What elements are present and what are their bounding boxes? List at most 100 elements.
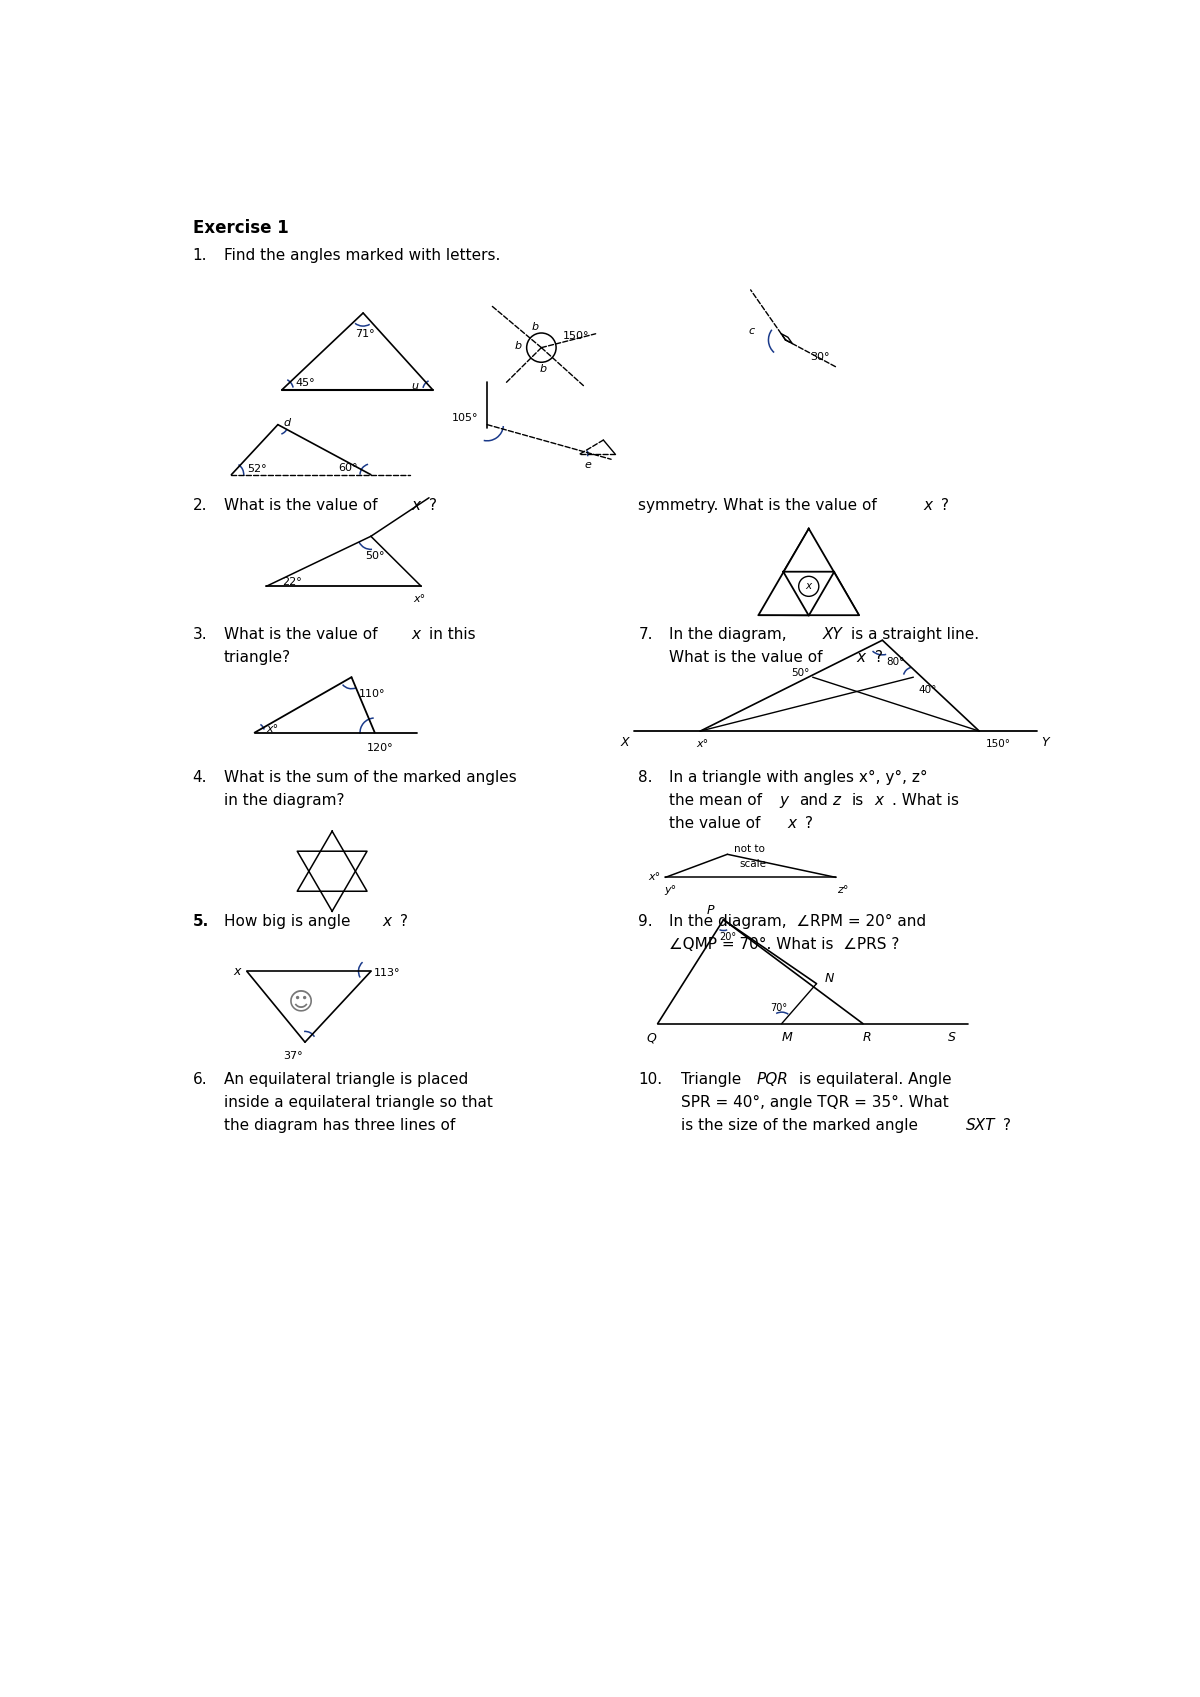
Text: In the diagram,: In the diagram, [670,626,787,641]
Text: ?: ? [805,816,812,832]
Text: triangle?: triangle? [223,650,290,665]
Text: x°: x° [696,740,709,748]
Text: 22°: 22° [282,577,301,587]
Text: and: and [799,792,828,808]
Text: 50°: 50° [365,552,384,562]
Text: Triangle: Triangle [680,1071,742,1086]
Text: 40°: 40° [918,684,936,694]
Text: What is the value of: What is the value of [223,626,377,641]
Text: is: is [851,792,864,808]
Text: b: b [532,322,539,333]
Text: What is the sum of the marked angles: What is the sum of the marked angles [223,770,516,784]
Text: 105°: 105° [452,414,479,424]
Text: Y: Y [1042,736,1049,748]
Text: z°: z° [838,886,848,896]
Text: M: M [781,1032,792,1044]
Text: 37°: 37° [283,1050,304,1061]
Text: In a triangle with angles x°, y°, z°: In a triangle with angles x°, y°, z° [670,770,928,784]
Text: b: b [515,341,522,351]
Text: 2.: 2. [193,497,208,512]
Text: P: P [707,905,714,916]
Text: y°: y° [664,886,676,896]
Text: is the size of the marked angle: is the size of the marked angle [680,1118,918,1134]
Text: c: c [749,326,755,336]
Text: 120°: 120° [367,743,394,753]
Text: 45°: 45° [295,378,316,389]
Text: e: e [584,460,590,470]
Text: x: x [857,650,866,665]
Text: ?: ? [430,497,437,512]
Text: x: x [383,913,391,928]
Text: scale: scale [739,859,766,869]
Text: x: x [787,816,796,832]
Text: 7.: 7. [638,626,653,641]
Text: N: N [824,972,834,984]
Text: ☺: ☺ [288,989,314,1015]
Text: 9.: 9. [638,913,653,928]
Text: How big is angle: How big is angle [223,913,350,928]
Text: x: x [412,626,420,641]
Text: R: R [863,1032,871,1044]
Text: not to: not to [733,843,764,854]
Text: symmetry. What is the value of: symmetry. What is the value of [638,497,877,512]
Text: b: b [539,365,546,375]
Text: SXT: SXT [966,1118,996,1134]
Text: 60°: 60° [338,463,358,473]
Text: 110°: 110° [359,689,385,699]
Text: 5.: 5. [193,913,209,928]
Text: x°: x° [266,725,278,733]
Text: x: x [875,792,883,808]
Text: XY: XY [823,626,842,641]
Text: 4.: 4. [193,770,208,784]
Text: the mean of: the mean of [670,792,762,808]
Text: 6.: 6. [193,1071,208,1086]
Text: 150°: 150° [563,331,589,341]
Text: x°: x° [414,594,426,604]
Text: Q: Q [646,1032,656,1044]
Text: . What is: . What is [893,792,960,808]
Text: ?: ? [875,650,883,665]
Text: u: u [412,382,418,390]
Text: 71°: 71° [355,329,374,339]
Text: S: S [948,1032,956,1044]
Text: 80°: 80° [887,657,905,667]
Text: 113°: 113° [374,967,401,977]
Text: ?: ? [941,497,948,512]
Text: x°: x° [648,872,660,882]
Text: 70°: 70° [770,1003,787,1013]
Text: is equilateral. Angle: is equilateral. Angle [799,1071,952,1086]
Text: the diagram has three lines of: the diagram has three lines of [223,1118,455,1134]
Text: In the diagram,  ∠RPM = 20° and: In the diagram, ∠RPM = 20° and [670,913,926,928]
Text: d: d [283,417,290,428]
Text: 1.: 1. [193,248,208,263]
Text: x: x [412,497,420,512]
Text: inside a equilateral triangle so that: inside a equilateral triangle so that [223,1095,492,1110]
Text: in this: in this [430,626,475,641]
Text: in the diagram?: in the diagram? [223,792,344,808]
Text: An equilateral triangle is placed: An equilateral triangle is placed [223,1071,468,1086]
Text: Find the angles marked with letters.: Find the angles marked with letters. [223,248,500,263]
Text: 50°: 50° [791,669,809,679]
Text: z: z [832,792,840,808]
Text: 3.: 3. [193,626,208,641]
Text: Exercise 1: Exercise 1 [193,219,288,238]
Text: the value of: the value of [670,816,761,832]
Text: ∠QMP = 70°. What is  ∠PRS ?: ∠QMP = 70°. What is ∠PRS ? [670,937,900,952]
Text: 150°: 150° [985,740,1010,748]
Text: What is the value of: What is the value of [670,650,823,665]
Text: ?: ? [1002,1118,1010,1134]
Text: x: x [805,582,812,591]
Text: 30°: 30° [810,351,830,361]
Text: 52°: 52° [247,465,266,473]
Text: ?: ? [401,913,408,928]
Text: is a straight line.: is a straight line. [851,626,979,641]
Text: 20°: 20° [719,932,736,942]
Text: 10.: 10. [638,1071,662,1086]
Text: SPR = 40°, angle TQR = 35°. What: SPR = 40°, angle TQR = 35°. What [680,1095,949,1110]
Text: y: y [779,792,788,808]
Text: X: X [620,736,629,748]
Text: What is the value of: What is the value of [223,497,377,512]
Text: x: x [233,966,240,977]
Text: 8.: 8. [638,770,653,784]
Text: x: x [924,497,932,512]
